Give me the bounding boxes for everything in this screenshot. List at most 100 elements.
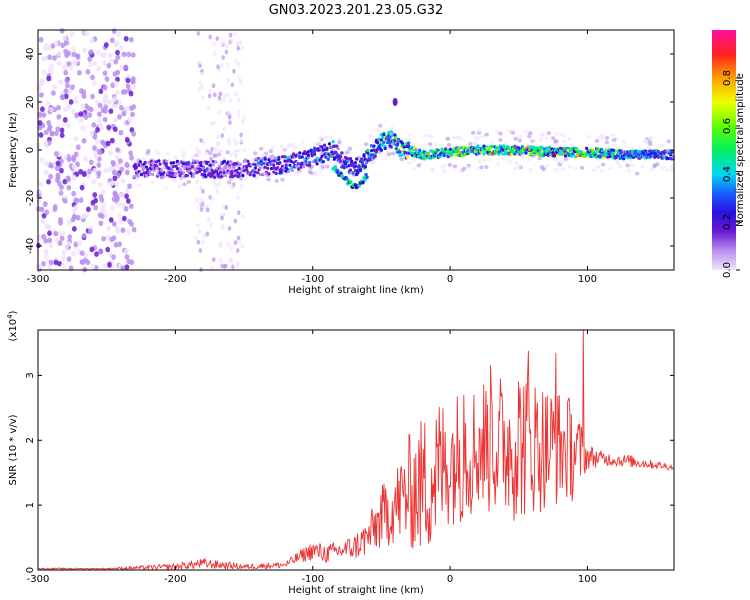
streak-speckle [231,182,236,187]
streak-speckle [206,105,211,110]
ridge-mark [132,175,136,179]
streak-speckle [228,32,233,38]
ridge-haze [477,129,482,134]
ridge-haze [660,165,666,170]
ridge-haze [537,156,543,161]
noise-speckle [82,47,87,53]
noise-speckle [76,69,82,76]
noise-speckle [105,140,111,147]
secondary-track-mark [348,180,353,184]
ridge-mark [224,173,228,178]
ridge-haze [328,135,333,140]
ridge-mark [241,173,245,178]
ridge-haze [363,142,369,147]
noise-speckle [129,78,135,84]
colorbar: 0.0 0.2 0.4 0.6 0.8 Normalized spectral ampl… [712,30,746,278]
ridge-haze [422,134,427,139]
noise-speckle [92,134,98,140]
ridge-haze [621,159,627,164]
noise-speckle [96,65,102,72]
noise-speckle [85,206,91,213]
noise-speckle [90,263,96,270]
ridge-mark [253,166,257,170]
ridge-haze [317,140,322,145]
noise-speckle [113,241,119,248]
ridge-haze [280,177,285,182]
noise-speckle [125,83,131,90]
streak-speckle [238,40,243,46]
noise-speckle [71,163,77,170]
noise-speckle [60,230,66,237]
noise-speckle [97,117,102,124]
ridge-haze [567,136,572,141]
noise-speckle [123,36,129,42]
ridge-haze [270,145,275,150]
ridge-haze [307,170,313,175]
ridge-mark [596,150,600,154]
noise-speckle [38,181,43,187]
ridge-haze [465,165,470,170]
ridge-haze [337,140,342,145]
ridge-mark [335,152,339,156]
noise-speckle [71,46,77,53]
ridge-mark [393,139,397,143]
streak-speckle [233,218,238,224]
ridge-mark [619,149,623,153]
noise-speckle [74,112,80,118]
streak-speckle [198,80,203,86]
noise-speckle [36,206,41,212]
ridge-mark [267,158,271,162]
noise-speckle [104,76,110,82]
ridge-haze [283,147,288,152]
noise-speckle [53,259,59,266]
ridge-mark [170,175,175,179]
streak-speckle [233,240,238,245]
streak-speckle [194,146,199,152]
streak-speckle [198,248,203,253]
ridge-mark [238,162,243,166]
ridge-mark [242,169,246,173]
ridge-mark [453,154,458,158]
ridge-mark [154,160,159,164]
streak-speckle [217,109,221,115]
noise-speckle [130,52,136,58]
noise-speckle [71,156,77,163]
ridge-mark [151,172,155,177]
ridge-mark [379,133,384,137]
noise-speckle [47,230,52,236]
svg-text:(x104): (x104) [6,310,19,341]
ridge-mark [387,131,391,135]
noise-speckle [97,102,103,109]
secondary-track-mark [357,183,362,188]
ridge-haze [553,157,559,162]
ridge-mark [585,146,589,150]
noise-speckle [70,108,76,115]
ridge-haze [230,186,235,191]
noise-speckle [117,218,123,225]
ridge-haze [225,150,230,155]
noise-speckle [41,69,47,76]
noise-speckle [121,51,127,58]
streak-speckle [221,97,226,102]
streak-speckle [226,242,230,248]
noise-speckle [92,145,97,151]
ridge-mark [321,148,325,152]
noise-speckle [55,174,61,181]
ridge-haze [452,164,458,169]
ridge-mark [461,150,465,154]
noise-speckle [107,262,112,268]
ridge-mark [137,163,141,167]
noise-speckle [103,212,109,219]
ridge-haze [378,123,383,128]
ridge-mark [269,167,273,171]
streak-speckle [239,138,243,143]
ridge-haze [377,129,383,134]
noise-speckle [83,156,88,162]
streak-speckle [218,91,223,97]
ridge-mark [258,172,262,177]
ridge-haze [186,180,191,185]
noise-speckle [63,69,69,76]
ridge-mark [358,168,362,173]
ridge-mark [372,144,376,148]
